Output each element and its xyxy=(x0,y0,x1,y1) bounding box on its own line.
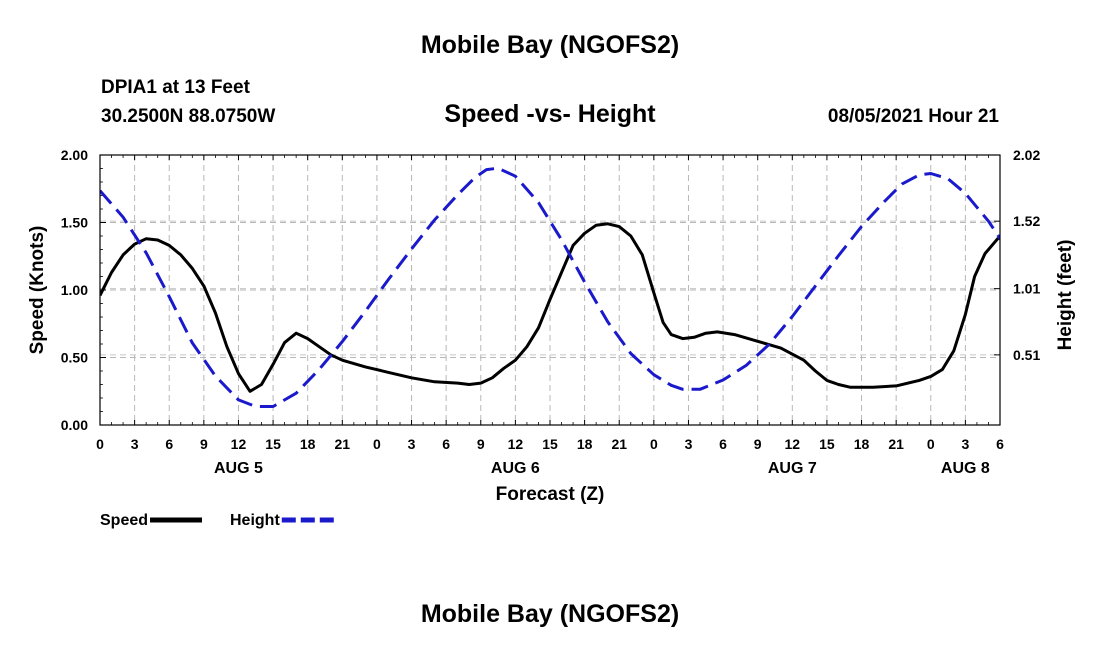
y2-tick-label: 1.52 xyxy=(1013,213,1040,229)
x-tick-label: 9 xyxy=(754,436,762,452)
x-tick-label: 3 xyxy=(408,436,416,452)
x-tick-label: 0 xyxy=(650,436,658,452)
y2-tick-label: 0.51 xyxy=(1013,347,1040,363)
x-tick-label: 9 xyxy=(200,436,208,452)
x-tick-label: 12 xyxy=(785,436,801,452)
legend-label-height: Height xyxy=(230,512,280,529)
y-tick-label: 2.00 xyxy=(61,147,88,163)
x-tick-label: 12 xyxy=(508,436,524,452)
coordinates-label: 30.2500N 88.0750W xyxy=(101,106,276,127)
x-axis-title: Forecast (Z) xyxy=(496,484,605,505)
series-line-speed xyxy=(100,222,1000,393)
y-tick-label: 1.50 xyxy=(61,215,88,231)
x-tick-label: 15 xyxy=(265,436,281,452)
y-tick-label: 0.00 xyxy=(61,417,88,433)
y-axis-left: 0.00 0.50 1.00 1.50 2.00 xyxy=(61,147,106,433)
footer-title: Mobile Bay (NGOFS2) xyxy=(420,600,680,628)
x-tick-label: 21 xyxy=(335,436,351,452)
x-date-label: AUG 7 xyxy=(768,460,817,477)
x-tick-label: 18 xyxy=(854,436,870,452)
y-tick-label: 1.00 xyxy=(61,282,88,298)
y2-tick-label: 2.02 xyxy=(1013,147,1040,163)
station-label: DPIA1 at 13 Feet xyxy=(101,77,250,98)
x-date-label: AUG 8 xyxy=(941,460,990,477)
y2-tick-label: 1.01 xyxy=(1013,281,1040,297)
legend-label-speed: Speed xyxy=(100,512,148,529)
x-tick-label: 21 xyxy=(611,436,627,452)
x-tick-label: 21 xyxy=(888,436,904,452)
y-axis-right: 0.51 1.01 1.52 2.02 xyxy=(994,147,1040,363)
x-tick-label: 18 xyxy=(300,436,316,452)
series-line-height xyxy=(100,166,1000,408)
plot-frame xyxy=(99,154,1001,426)
x-tick-label: 6 xyxy=(719,436,727,452)
x-tick-label: 6 xyxy=(165,436,173,452)
legend: Speed Height xyxy=(100,512,334,529)
y-tick-label: 0.50 xyxy=(61,350,88,366)
grid-lines xyxy=(100,155,1000,425)
y2-axis-title: Height (feet) xyxy=(1055,240,1076,351)
x-tick-label: 0 xyxy=(96,436,104,452)
chart-title: Mobile Bay (NGOFS2) xyxy=(420,31,680,59)
x-date-label: AUG 5 xyxy=(214,460,263,477)
x-tick-label: 0 xyxy=(927,436,935,452)
x-tick-label: 3 xyxy=(961,436,969,452)
x-tick-label: 18 xyxy=(577,436,593,452)
x-tick-label: 15 xyxy=(819,436,835,452)
forecast-datetime: 08/05/2021 Hour 21 xyxy=(827,106,999,127)
x-tick-label: 15 xyxy=(542,436,558,452)
x-tick-label: 12 xyxy=(231,436,247,452)
chart-subtitle: Speed -vs- Height xyxy=(444,100,656,128)
x-date-label: AUG 6 xyxy=(491,460,540,477)
x-tick-label: 0 xyxy=(373,436,381,452)
x-tick-label: 6 xyxy=(442,436,450,452)
x-tick-label: 6 xyxy=(996,436,1004,452)
x-tick-label: 3 xyxy=(131,436,139,452)
plot-series xyxy=(100,166,1000,408)
x-axis: 0 3 6 9 12 15 18 21 0 3 6 9 12 15 18 21 0 3 6 9 12 15 18 21 0 3 6A… xyxy=(96,155,1004,477)
x-tick-label: 3 xyxy=(685,436,693,452)
y-axis-title: Speed (Knots) xyxy=(27,226,48,355)
x-tick-label: 9 xyxy=(477,436,485,452)
